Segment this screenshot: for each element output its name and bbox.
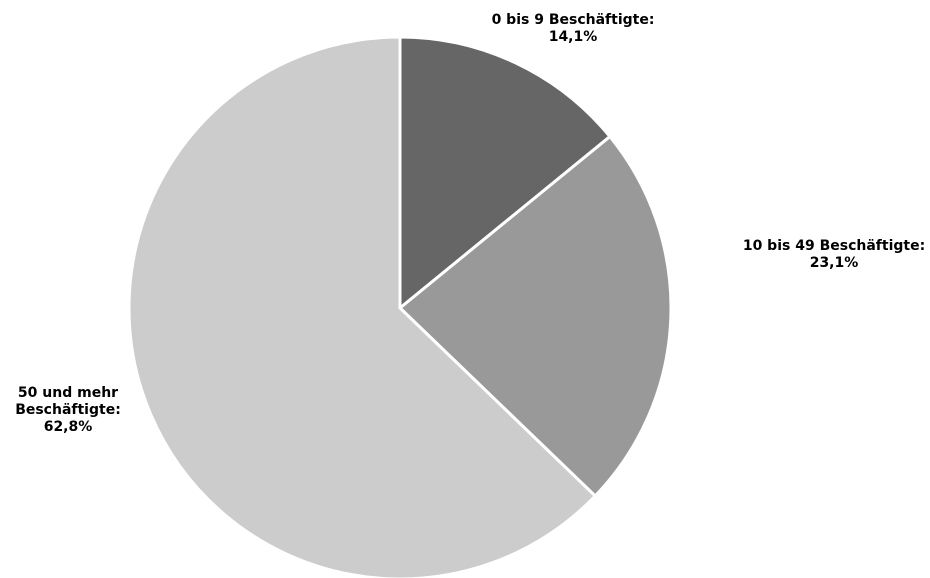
slice-label-0-line-0: 0 bis 9 Beschäftigte: <box>492 12 655 28</box>
slice-label-0-line-1: 14,1% <box>549 29 598 45</box>
pie-slice-0 <box>398 35 613 312</box>
slice-label-0: 0 bis 9 Beschäftigte: 14,1% <box>492 12 655 45</box>
slice-label-2: 50 und mehr Beschäftigte: 62,8% <box>15 385 121 435</box>
slice-label-1-line-1: 23,1% <box>810 255 859 271</box>
pie-slice-1 <box>397 134 673 499</box>
slice-label-2-line-2: 62,8% <box>44 419 93 435</box>
pie-labels: 0 bis 9 Beschäftigte: 14,1% 10 bis 49 Besc… <box>15 12 925 435</box>
slice-label-2-line-0: 50 und mehr <box>18 385 118 401</box>
slice-label-1: 10 bis 49 Beschäftigte: 23,1% <box>743 238 925 271</box>
slice-label-1-line-0: 10 bis 49 Beschäftigte: <box>743 238 925 254</box>
pie-slices <box>127 35 673 578</box>
slice-label-2-line-1: Beschäftigte: <box>15 402 121 418</box>
pie-slice-2 <box>127 35 598 578</box>
